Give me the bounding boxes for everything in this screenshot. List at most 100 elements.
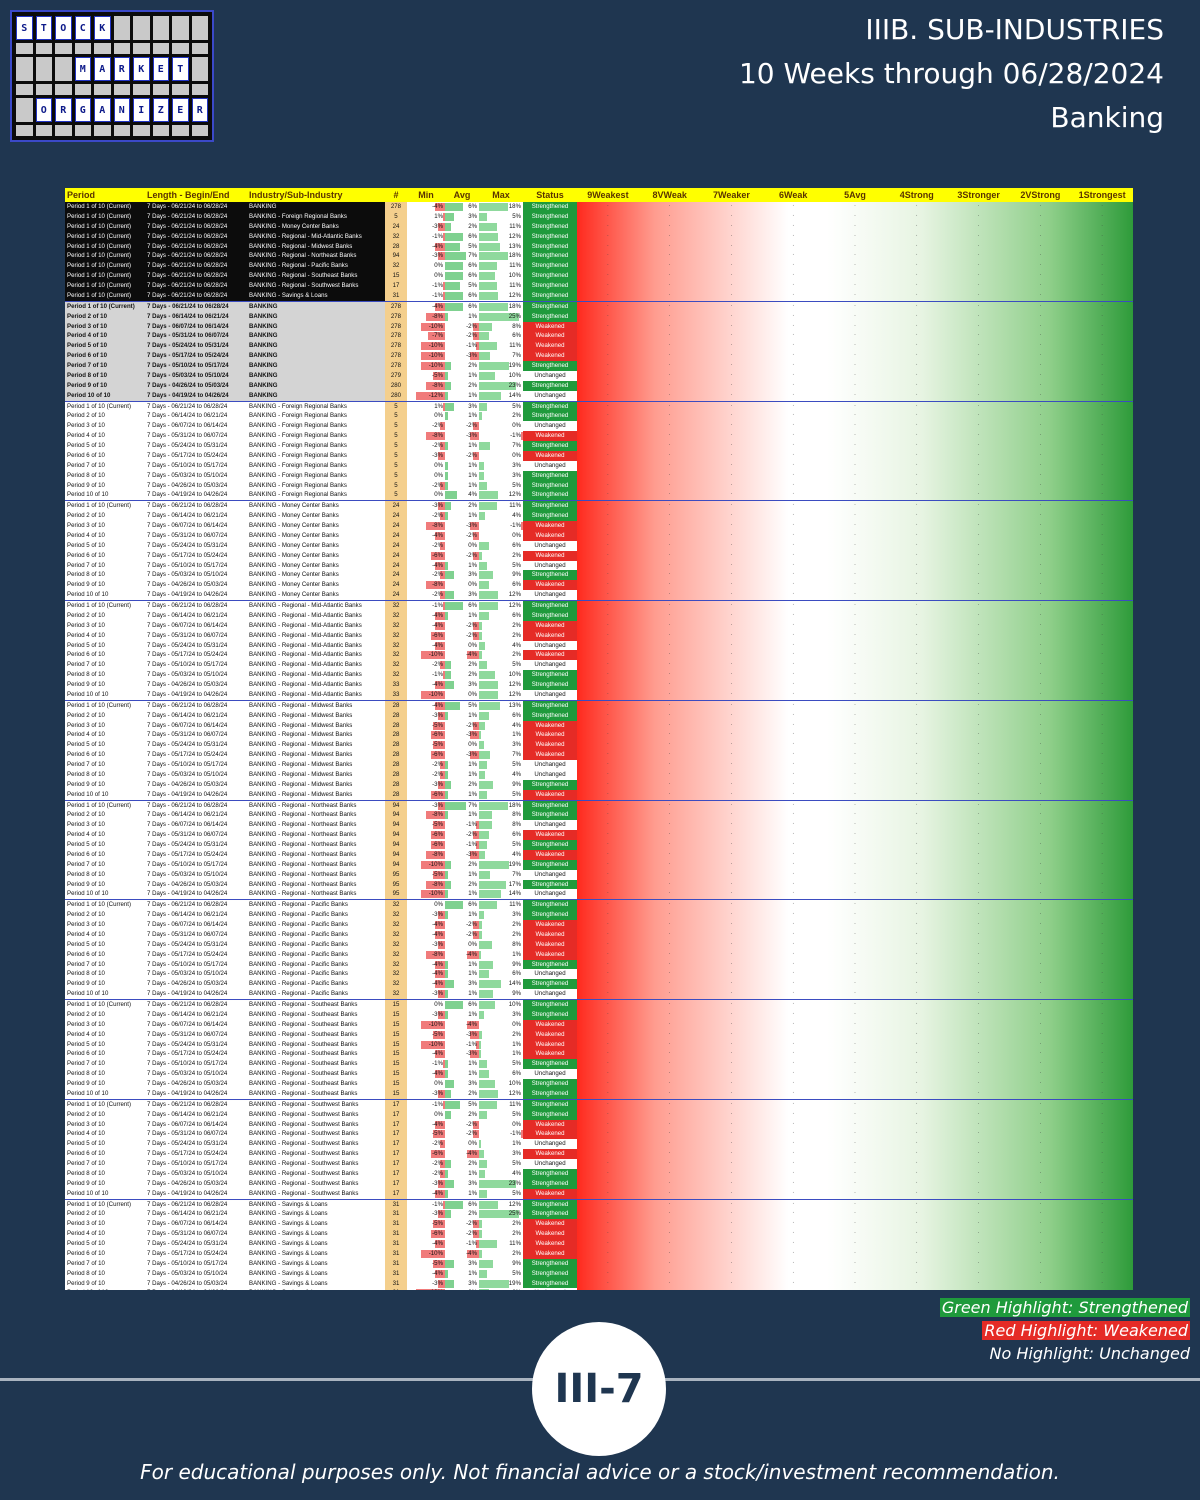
status-cell: Weakened bbox=[523, 1239, 577, 1249]
max-cell: 2% bbox=[479, 1249, 523, 1259]
count-cell-text: 5 bbox=[394, 471, 398, 479]
min-cell: -4% bbox=[407, 930, 445, 940]
period-cell: Period 3 of 10 bbox=[65, 721, 147, 731]
period-cell: Period 3 of 10 bbox=[65, 1120, 147, 1130]
max-bar bbox=[479, 671, 495, 680]
count-cell: 28 bbox=[385, 750, 407, 760]
count-cell: 31 bbox=[385, 1248, 407, 1259]
logo-cell: C bbox=[74, 16, 91, 40]
min-cell: -5% bbox=[407, 740, 445, 750]
length-cell: 7 Days - 05/17/24 to 05/24/24 bbox=[147, 850, 249, 860]
avg-bar bbox=[467, 950, 479, 959]
length-cell: 7 Days - 04/26/24 to 05/03/24 bbox=[147, 880, 249, 890]
count-cell-text: 31 bbox=[392, 1240, 400, 1247]
max-cell-text: 4% bbox=[512, 1169, 521, 1177]
status-cell-text: Strengthened bbox=[531, 362, 569, 369]
period-cell: Period 2 of 10 bbox=[65, 1110, 147, 1120]
avg-cell: 1% bbox=[445, 770, 479, 780]
avg-cell-text: -2% bbox=[466, 930, 477, 938]
max-cell: 6% bbox=[479, 830, 523, 840]
max-cell-text: 13% bbox=[508, 701, 521, 709]
min-bar bbox=[433, 741, 445, 750]
count-cell-text: 32 bbox=[392, 641, 400, 649]
max-cell: 2% bbox=[479, 551, 523, 561]
avg-cell: 5% bbox=[445, 281, 479, 291]
status-cell: Weakened bbox=[523, 431, 577, 441]
count-cell-text: 15 bbox=[392, 1080, 400, 1087]
min-bar bbox=[425, 850, 445, 859]
length-cell: 7 Days - 04/26/24 to 05/03/24 bbox=[147, 780, 249, 790]
min-cell-text: -2% bbox=[432, 761, 443, 768]
industry-cell: BANKING - Money Center Banks bbox=[249, 511, 385, 521]
avg-cell: 0% bbox=[445, 940, 479, 950]
industry-cell: BANKING - Foreign Regional Banks bbox=[249, 211, 385, 222]
max-bar bbox=[479, 1249, 483, 1258]
length-cell: 7 Days - 06/21/24 to 06/28/24 bbox=[147, 202, 249, 212]
industry-cell-text: BANKING - Savings & Loans bbox=[249, 1210, 328, 1218]
avg-bar bbox=[445, 790, 448, 799]
length-cell-text: 7 Days - 06/14/24 to 06/21/24 bbox=[147, 312, 229, 320]
length-cell-text: 7 Days - 04/19/24 to 04/26/24 bbox=[147, 391, 229, 399]
strength-gradient: ········· bbox=[577, 560, 1133, 571]
max-cell-text: 10% bbox=[508, 671, 521, 679]
group-divider bbox=[65, 600, 1133, 601]
count-cell: 32 bbox=[385, 979, 407, 990]
count-cell: 17 bbox=[385, 1099, 407, 1110]
min-cell: -2% bbox=[407, 660, 445, 670]
max-cell-text: 19% bbox=[508, 860, 521, 868]
period-cell-text: Period 7 of 10 bbox=[67, 362, 107, 369]
avg-cell-text: 1% bbox=[468, 1169, 477, 1177]
header-cell: 2VStrong bbox=[1020, 190, 1061, 200]
industry-cell-text: BANKING - Regional - Mid-Atlantic Banks bbox=[249, 671, 362, 679]
industry-cell: BANKING - Regional - Pacific Banks bbox=[249, 930, 385, 940]
max-bar bbox=[479, 761, 487, 769]
avg-cell-text: 1% bbox=[468, 512, 477, 520]
status-cell-text: Strengthened bbox=[531, 860, 569, 868]
max-bar bbox=[479, 551, 483, 560]
status-cell-text: Weakened bbox=[535, 1050, 565, 1058]
status-cell: Strengthened bbox=[523, 1000, 577, 1010]
min-cell-text: 1% bbox=[434, 212, 443, 220]
length-cell: 7 Days - 06/21/24 to 06/28/24 bbox=[147, 290, 249, 301]
max-cell-text: 14% bbox=[508, 890, 521, 898]
max-cell: 12% bbox=[479, 601, 523, 611]
length-cell: 7 Days - 05/03/24 to 05/10/24 bbox=[147, 770, 249, 780]
count-cell-text: 33 bbox=[392, 681, 400, 688]
industry-cell: BANKING - Regional - Southwest Banks bbox=[249, 1159, 385, 1169]
logo-cell bbox=[113, 84, 130, 95]
length-cell: 7 Days - 06/07/24 to 06/14/24 bbox=[147, 920, 249, 930]
avg-cell-text: 2% bbox=[468, 1160, 477, 1167]
max-bar bbox=[479, 391, 502, 400]
table-row: Period 5 of 10 7 Days - 05/24/24 to 05/31… bbox=[65, 1139, 1133, 1150]
max-cell-text: 1% bbox=[512, 1140, 521, 1148]
avg-cell-text: 0% bbox=[468, 641, 477, 649]
count-cell-text: 24 bbox=[392, 591, 400, 599]
header-cell: 3Stronger bbox=[957, 190, 1000, 200]
industry-cell: BANKING - Regional - Mid-Atlantic Banks bbox=[249, 611, 385, 621]
length-cell-text: 7 Days - 05/10/24 to 05/17/24 bbox=[147, 761, 228, 768]
count-cell: 24 bbox=[385, 540, 407, 551]
length-cell-text: 7 Days - 04/19/24 to 04/26/24 bbox=[147, 1089, 228, 1097]
min-bar bbox=[435, 203, 445, 211]
period-cell-text: Period 2 of 10 bbox=[67, 1010, 105, 1018]
table-row: Period 3 of 10 7 Days - 06/07/24 to 06/14… bbox=[65, 1119, 1133, 1130]
avg-cell-text: 5% bbox=[468, 1100, 477, 1108]
industry-cell-text: BANKING - Regional - Southwest Banks bbox=[249, 1140, 359, 1148]
industry-cell-text: BANKING - Savings & Loans bbox=[249, 1289, 328, 1290]
logo-cell bbox=[172, 43, 189, 54]
status-cell: Strengthened bbox=[523, 1079, 577, 1089]
industry-cell: BANKING - Regional - Northeast Banks bbox=[249, 801, 385, 811]
avg-cell: -2% bbox=[445, 621, 479, 631]
period-cell: Period 1 of 10 (Current) bbox=[65, 1100, 147, 1110]
status-cell-text: Strengthened bbox=[531, 1210, 569, 1218]
avg-bar bbox=[445, 681, 454, 689]
period-cell: Period 10 of 10 bbox=[65, 490, 147, 500]
length-cell: 7 Days - 05/24/24 to 05/31/24 bbox=[147, 541, 249, 551]
max-cell-text: 5% bbox=[512, 1160, 521, 1167]
length-cell-text: 7 Days - 05/03/24 to 05/10/24 bbox=[147, 770, 228, 778]
min-cell-text: -4% bbox=[432, 1240, 443, 1247]
count-cell-text: 278 bbox=[390, 203, 402, 210]
length-cell-text: 7 Days - 05/31/24 to 06/07/24 bbox=[147, 1030, 228, 1038]
count-cell: 24 bbox=[385, 560, 407, 571]
max-cell-text: 19% bbox=[508, 362, 521, 369]
